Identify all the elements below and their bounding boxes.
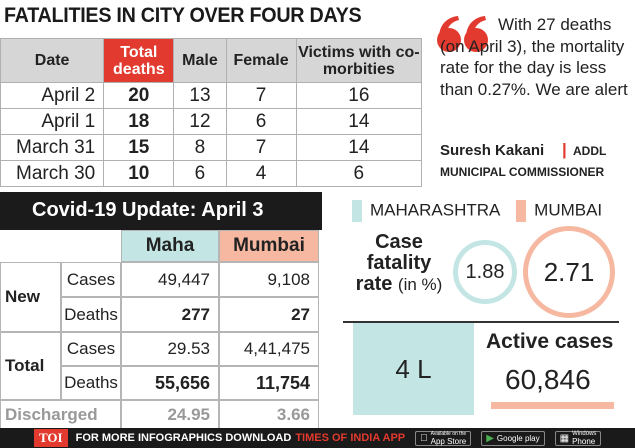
row-date: April 1 xyxy=(0,108,105,135)
row-comorbid: 16 xyxy=(295,82,423,109)
label-deaths: Deaths xyxy=(61,297,121,332)
discharged-maha: 24.95 xyxy=(121,400,219,428)
table-row: March 31 15 8 7 14 xyxy=(0,134,423,161)
table-row: March 30 10 6 4 6 xyxy=(0,160,423,187)
row-total: 18 xyxy=(103,108,175,135)
cfr-heading: Case fatality rate (in %) xyxy=(346,232,452,295)
windows-small: Windows xyxy=(564,431,596,437)
footer-text: FOR MORE INFOGRAPHICS DOWNLOAD xyxy=(75,432,292,444)
column-mumbai: Mumbai xyxy=(219,230,319,262)
discharged-mumbai: 3.66 xyxy=(219,400,319,428)
total-cases-maha: 29.53 xyxy=(121,332,219,366)
label-deaths: Deaths xyxy=(61,366,121,400)
row-comorbid: 14 xyxy=(295,108,423,135)
header-female: Female xyxy=(225,38,297,83)
label-cases: Cases xyxy=(61,262,121,297)
cfr-maha-circle: 1.88 xyxy=(453,240,517,304)
update-title: Covid-19 Update: April 3 xyxy=(0,192,322,230)
app-store-label: App Store xyxy=(423,437,467,446)
row-date: April 2 xyxy=(0,82,105,109)
row-date: March 31 xyxy=(0,134,105,161)
new-cases-mumbai: 9,108 xyxy=(219,262,319,297)
google-play-label: Google play xyxy=(489,433,540,443)
cfr-mumbai-circle: 2.71 xyxy=(523,226,615,318)
footer-brand: TIMES OF INDIA APP xyxy=(295,432,406,444)
infographic-title: FATALITIES IN CITY OVER FOUR DAYS xyxy=(4,4,362,27)
row-comorbid: 14 xyxy=(295,134,423,161)
table-row: April 1 18 12 6 14 xyxy=(0,108,423,135)
legend: MAHARASHTRA MUMBAI xyxy=(352,200,602,222)
row-male: 12 xyxy=(173,108,227,135)
google-play-badge[interactable]: ▶ Google play xyxy=(478,430,545,446)
quote-author-name: Suresh Kakani xyxy=(440,142,545,159)
row-female: 7 xyxy=(225,82,297,109)
row-total: 20 xyxy=(103,82,175,109)
active-maha-box: 4 L xyxy=(353,323,474,415)
row-female: 7 xyxy=(225,134,297,161)
row-male: 8 xyxy=(173,134,227,161)
legend-swatch-maha xyxy=(352,200,362,222)
fatalities-table: Date Total deaths Male Female Victims wi… xyxy=(0,38,423,187)
row-comorbid: 6 xyxy=(295,160,423,187)
row-total: 15 xyxy=(103,134,175,161)
active-mumbai-bar xyxy=(491,402,614,409)
table-row: April 2 20 13 7 16 xyxy=(0,82,423,109)
windows-label: Phone xyxy=(564,437,595,446)
new-deaths-mumbai: 27 xyxy=(219,297,319,332)
legend-swatch-mumbai xyxy=(516,200,527,222)
total-cases-mumbai: 4,41,475 xyxy=(219,332,319,366)
table-header-row: Date Total deaths Male Female Victims wi… xyxy=(0,38,423,83)
new-cases-maha: 49,447 xyxy=(121,262,219,297)
legend-label-maha: MAHARASHTRA xyxy=(370,200,500,220)
quote-mark-icon xyxy=(437,16,488,52)
column-maha: Maha xyxy=(121,230,219,262)
row-total: 10 xyxy=(103,160,175,187)
row-female: 6 xyxy=(225,108,297,135)
header-comorbidities: Victims with co-morbities xyxy=(295,38,423,83)
quote-text: With 27 deaths (on April 3), the mortali… xyxy=(440,15,628,99)
group-total: Total xyxy=(0,332,61,400)
active-cases-title: Active cases xyxy=(486,330,614,353)
cfr-unit: (in %) xyxy=(397,275,443,294)
quote-author-role: ADDL xyxy=(573,144,607,158)
cfr-mumbai-value: 2.71 xyxy=(543,256,595,287)
legend-label-mumbai: MUMBAI xyxy=(534,200,603,220)
quote-separator: | xyxy=(562,140,567,159)
header-total-deaths: Total deaths xyxy=(103,38,175,83)
apple-icon:  xyxy=(420,433,428,444)
cfr-label: Case fatality rate xyxy=(355,231,432,295)
active-mumbai-value: 60,846 xyxy=(505,364,591,395)
section-divider xyxy=(343,321,619,323)
windows-phone-badge[interactable]: ▦ Windows Phone xyxy=(552,430,602,446)
app-store-badge[interactable]:  Available on the App Store xyxy=(415,430,472,446)
active-maha-value: 4 L xyxy=(395,353,432,384)
header-male: Male xyxy=(173,38,227,83)
quote-author-role-continued: MUNICIPAL COMMISSIONER xyxy=(440,165,605,179)
row-male: 6 xyxy=(173,160,227,187)
windows-icon: ▦ xyxy=(552,432,569,444)
app-store-small: Available on the xyxy=(423,431,467,437)
play-icon: ▶ xyxy=(478,432,494,444)
total-deaths-mumbai: 11,754 xyxy=(219,366,319,400)
footer-bar: TOI FOR MORE INFOGRAPHICS DOWNLOAD TIMES… xyxy=(0,428,635,448)
label-cases: Cases xyxy=(61,332,121,366)
new-deaths-maha: 277 xyxy=(121,297,219,332)
label-discharged: Discharged xyxy=(0,400,121,428)
toi-logo: TOI xyxy=(34,429,68,447)
cfr-maha-value: 1.88 xyxy=(465,260,505,283)
row-date: March 30 xyxy=(0,160,105,187)
group-new: New xyxy=(0,262,61,332)
header-date: Date xyxy=(0,38,105,83)
row-male: 13 xyxy=(173,82,227,109)
row-female: 4 xyxy=(225,160,297,187)
total-deaths-maha: 55,656 xyxy=(121,366,219,400)
